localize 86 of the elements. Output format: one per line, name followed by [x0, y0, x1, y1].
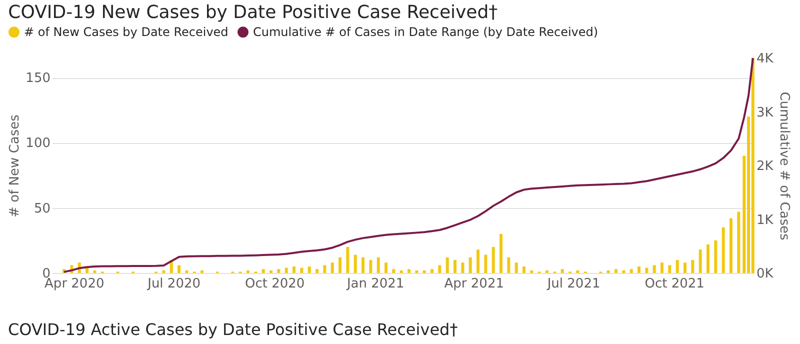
bar: [751, 58, 754, 273]
bar: [454, 260, 457, 273]
bar: [292, 266, 296, 273]
legend-label: # of New Cases by Date Received: [24, 25, 228, 40]
bar: [638, 266, 641, 273]
bar: [316, 269, 319, 273]
x-tick-label: Jan 2021: [346, 276, 404, 292]
bar: [362, 257, 365, 273]
bar: [576, 270, 580, 273]
y2-tick-label: 2K: [756, 159, 774, 174]
x-tick-label: Jul 2020: [146, 276, 201, 292]
x-tick-label: Apr 2021: [444, 276, 504, 292]
bar: [308, 266, 311, 273]
y-tick-label: 50: [34, 201, 50, 216]
bar: [660, 262, 664, 273]
bar: [468, 257, 472, 273]
bar: [606, 270, 610, 273]
bar: [270, 270, 273, 273]
y-tick-label: 100: [26, 136, 50, 152]
bar: [384, 262, 388, 273]
bar: [86, 268, 89, 273]
y2-tick-label: 0K: [756, 266, 774, 282]
legend-label: Cumulative # of Cases in Date Range (by Date Received): [253, 25, 598, 40]
bar: [392, 269, 396, 273]
bar: [652, 265, 656, 273]
bar: [330, 262, 334, 273]
bar: [722, 227, 725, 273]
bar: [476, 250, 480, 273]
bar: [714, 240, 718, 273]
bar: [162, 270, 166, 273]
bar: [446, 257, 449, 273]
bar: [492, 246, 495, 273]
bar: [93, 270, 96, 273]
bar: [200, 270, 204, 273]
y2-tick-label: 1K: [756, 212, 774, 228]
bar: [546, 270, 549, 273]
bar: [500, 234, 503, 273]
bar: [676, 260, 679, 273]
bar: [507, 257, 510, 273]
bar: [300, 268, 304, 273]
x-tick-label: Oct 2020: [244, 276, 305, 292]
bar: [684, 262, 687, 273]
bar: [737, 212, 740, 273]
bar: [530, 270, 534, 273]
y-axis-title: # of New Cases: [8, 114, 23, 218]
bar: [246, 270, 250, 273]
chart-title: COVID-19 New Cases by Date Positive Case Received†: [8, 2, 498, 23]
bar: [522, 266, 526, 273]
bar: [185, 270, 188, 273]
y2-tick-label: 3K: [756, 105, 774, 120]
bar: [354, 254, 357, 273]
bar: [262, 269, 265, 273]
bar: [284, 268, 288, 273]
bar: [422, 270, 426, 273]
bar: [698, 250, 702, 273]
bar: [484, 254, 488, 273]
bar: [691, 260, 694, 273]
bar: [630, 269, 633, 273]
y-tick-label: 150: [26, 71, 50, 86]
bar: [461, 262, 464, 273]
bar: [178, 265, 181, 273]
bar: [645, 268, 648, 273]
bar: [668, 265, 672, 273]
bar: [400, 270, 403, 273]
bar: [346, 246, 350, 273]
bar: [376, 257, 380, 273]
bar: [706, 244, 710, 273]
bar: [415, 270, 418, 273]
bar: [369, 260, 372, 273]
bar: [614, 269, 618, 273]
line-series: [63, 57, 754, 273]
y2-tick-label: 4K: [756, 52, 774, 66]
bar: [430, 269, 434, 273]
bar: [622, 270, 626, 273]
x-tick-label: Oct 2021: [644, 276, 704, 292]
bar: [514, 262, 518, 273]
text: COVID-19 Active Cases by Date Positive Case Received†: [8, 320, 458, 339]
bar: [730, 218, 732, 273]
bar: [323, 265, 326, 273]
bar: [338, 257, 342, 273]
bar: [408, 269, 411, 273]
bar: [560, 269, 564, 273]
y2-axis-title: Cumulative # of Cases: [776, 92, 792, 241]
bar: [277, 269, 280, 273]
bar: [438, 265, 442, 273]
x-tick-label: Jul 2021: [546, 276, 600, 292]
